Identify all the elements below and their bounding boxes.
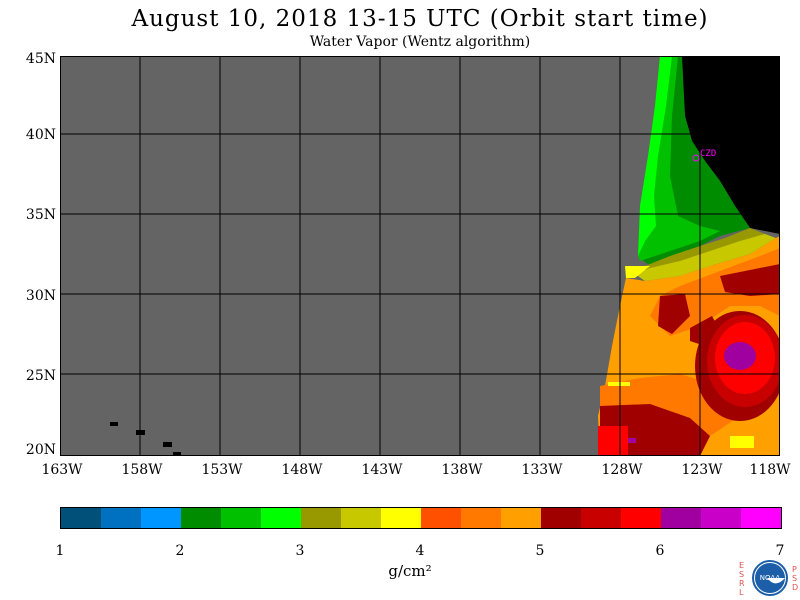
- lon-label-143w: 143W: [361, 462, 403, 478]
- lon-label-163w: 163W: [41, 462, 83, 478]
- wv-eddy-purple: [724, 342, 756, 370]
- lat-label-35n: 35N: [25, 207, 56, 223]
- colorbar-tick-3: 3: [295, 543, 305, 559]
- lon-label-133w: 133W: [521, 462, 563, 478]
- colorbar-swatch: [741, 508, 781, 528]
- colorbar-tick-6: 6: [655, 543, 665, 559]
- station-czd-label: CZD: [700, 149, 716, 159]
- colorbar-swatch: [701, 508, 741, 528]
- logo-esrl-letters: ESRL: [739, 561, 745, 597]
- logo-esrl-text: ESRL: [739, 561, 745, 597]
- lat-label-30n: 30N: [25, 288, 56, 304]
- wv-band-green-bright: [638, 56, 672, 256]
- island-maui: [163, 442, 172, 447]
- colorbar-swatch: [461, 508, 501, 528]
- colorbar-swatch: [541, 508, 581, 528]
- logo-noaa-text: NOAA: [760, 574, 781, 582]
- lon-label-148w: 148W: [281, 462, 323, 478]
- lat-label-40n: 40N: [25, 127, 56, 143]
- graticule: [60, 56, 780, 456]
- noaa-esrl-psd-logo: ESRL NOAA PSD: [737, 557, 799, 599]
- lon-label-128w: 128W: [601, 462, 643, 478]
- lon-label-123w: 123W: [681, 462, 723, 478]
- wv-patch-darkred-2: [720, 264, 780, 296]
- water-vapor-map: CZD: [60, 56, 780, 456]
- lat-label-20n: 20N: [25, 442, 56, 458]
- colorbar-swatch: [61, 508, 101, 528]
- colorbar-swatch: [501, 508, 541, 528]
- lon-label-118w: 118W: [749, 462, 791, 478]
- island-hawaii: [173, 452, 181, 456]
- lon-label-158w: 158W: [121, 462, 163, 478]
- colorbar-border: [60, 507, 782, 529]
- colorbar-tick-7: 7: [775, 543, 785, 559]
- colorbar: [60, 507, 782, 529]
- wv-patch-purple-sw: [628, 438, 636, 443]
- lon-label-153w: 153W: [201, 462, 243, 478]
- map-border: [60, 56, 780, 456]
- colorbar-units: g/cm²: [388, 562, 432, 580]
- wv-band-yellow: [625, 266, 650, 278]
- wv-patch-yellow-sw: [608, 382, 630, 386]
- wv-patch-yellow-se: [730, 436, 754, 448]
- map-title: August 10, 2018 13-15 UTC (Orbit start t…: [131, 6, 709, 32]
- colorbar-tick-5: 5: [535, 543, 545, 559]
- colorbar-swatch: [341, 508, 381, 528]
- wv-band-yellow-green: [635, 234, 776, 281]
- island-kauai: [110, 422, 118, 426]
- colorbar-swatch: [581, 508, 621, 528]
- station-czd-marker: [692, 154, 700, 162]
- lon-label-138w: 138W: [441, 462, 483, 478]
- lat-label-45n: 45N: [25, 51, 56, 67]
- colorbar-swatch: [221, 508, 261, 528]
- land-north-america: [682, 56, 780, 234]
- colorbar-swatch: [141, 508, 181, 528]
- wv-patch-red-sw: [598, 426, 628, 456]
- colorbar-swatch: [181, 508, 221, 528]
- colorbar-swatch: [261, 508, 301, 528]
- colorbar-tick-4: 4: [415, 543, 425, 559]
- colorbar-tick-1: 1: [55, 543, 65, 559]
- map-subtitle: Water Vapor (Wentz algorithm): [309, 34, 531, 50]
- colorbar-swatch: [301, 508, 341, 528]
- colorbar-swatch: [621, 508, 661, 528]
- logo-psd-letters: PSD: [792, 565, 798, 592]
- colorbar-swatch: [381, 508, 421, 528]
- logo-psd-text: PSD: [792, 565, 799, 592]
- colorbar-swatch: [101, 508, 141, 528]
- noaa-emblem-icon: NOAA: [752, 560, 788, 596]
- colorbar-swatch: [661, 508, 701, 528]
- colorbar-swatch: [421, 508, 461, 528]
- wv-patch-darkred-1: [658, 294, 690, 334]
- colorbar-tick-2: 2: [175, 543, 185, 559]
- lat-label-25n: 25N: [25, 368, 56, 384]
